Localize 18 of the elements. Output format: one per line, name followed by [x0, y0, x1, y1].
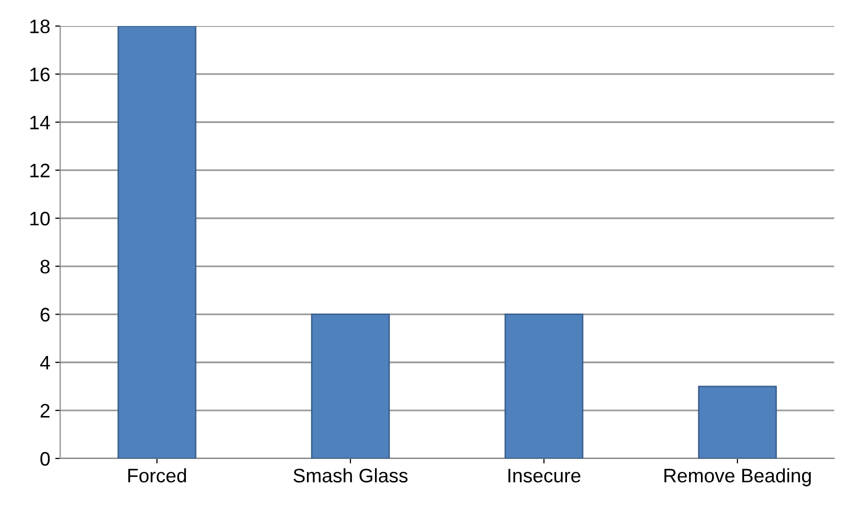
y-tick-label: 6: [40, 308, 50, 322]
y-tick-label: 14: [30, 116, 50, 130]
y-tick-label: 2: [40, 404, 50, 418]
y-tick-label: 0: [40, 452, 50, 466]
y-tick-label: 4: [40, 356, 50, 370]
bar: [698, 386, 777, 458]
bar: [311, 314, 390, 458]
y-tick-label: 12: [30, 164, 50, 178]
bar: [504, 314, 584, 458]
y-tick-label: 8: [40, 260, 50, 274]
bar: [118, 26, 196, 458]
x-tick-label: Insecure: [508, 468, 580, 482]
x-tick-label: Remove Beading: [664, 468, 811, 486]
y-tick-label: 16: [30, 68, 50, 82]
y-tick-label: 18: [30, 20, 50, 34]
y-tick-label: 10: [30, 212, 50, 226]
x-tick-label: Smash Glass: [294, 468, 408, 482]
x-tick-label: Forced: [128, 468, 186, 482]
